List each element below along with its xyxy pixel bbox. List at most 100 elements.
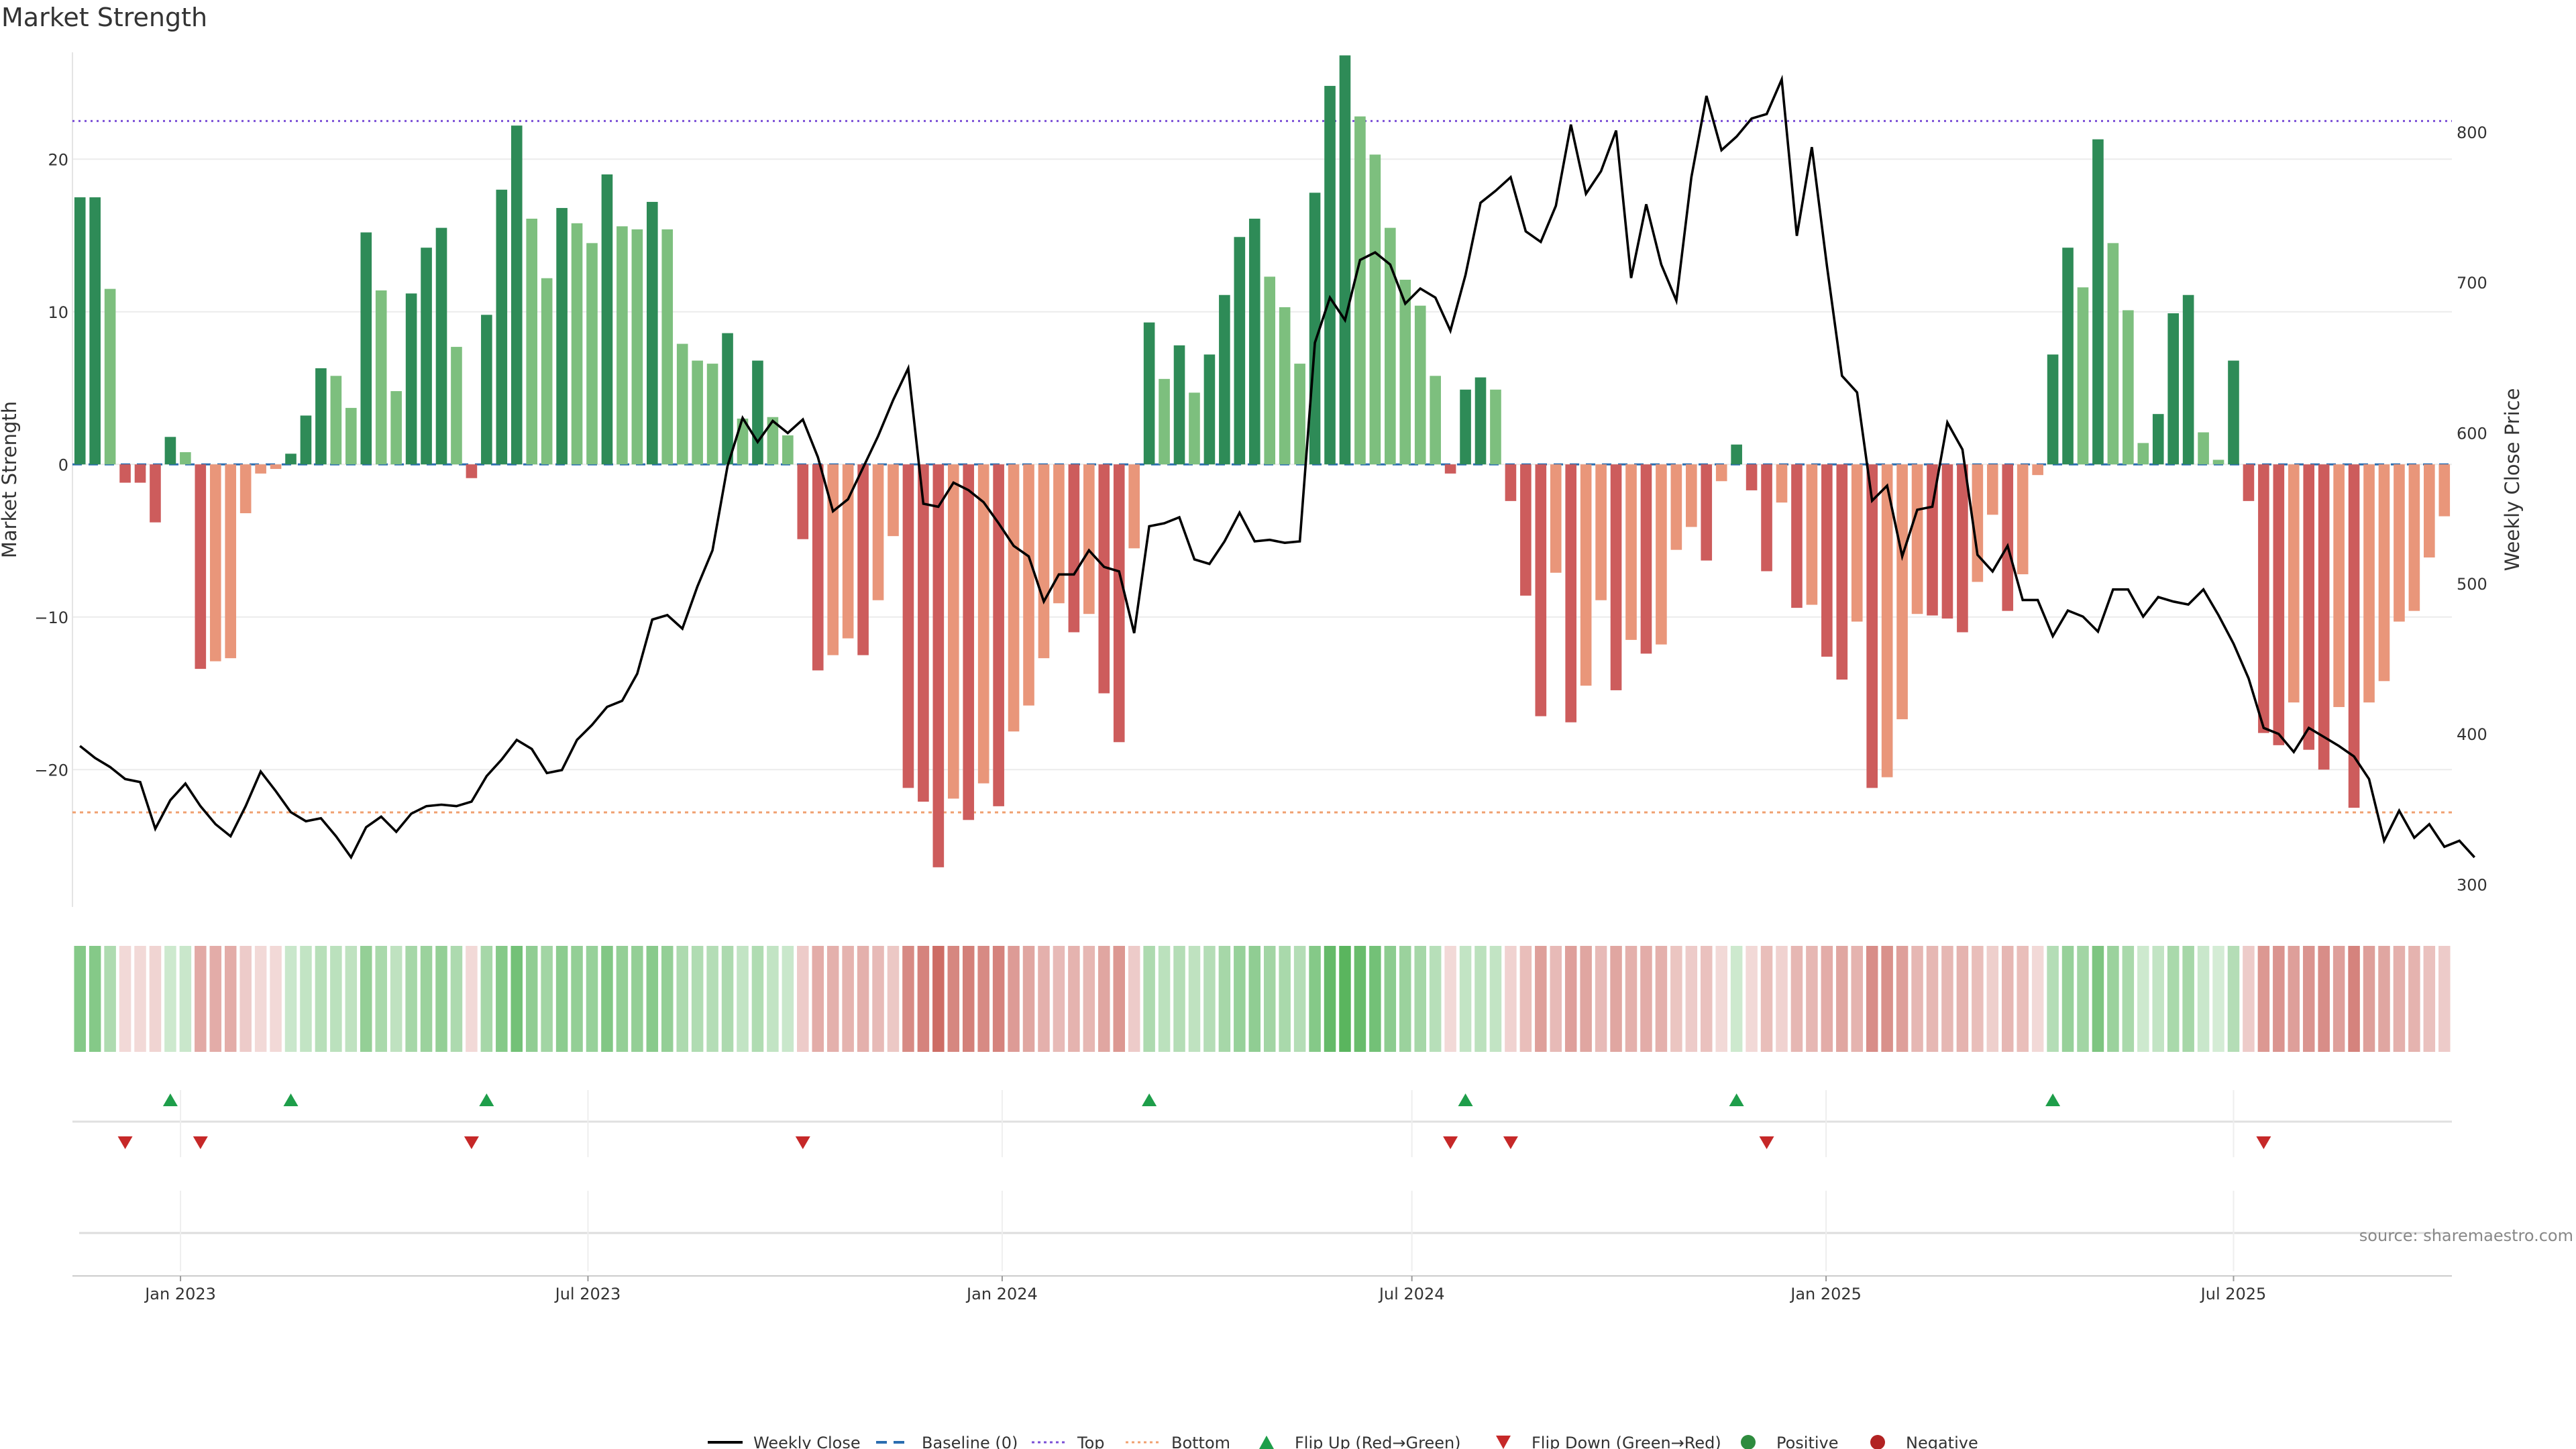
band-cell <box>2423 946 2436 1052</box>
band-cell <box>1972 946 1984 1052</box>
strength-bar <box>2424 464 2435 558</box>
band-cell <box>631 946 643 1052</box>
band-cell <box>1309 946 1321 1052</box>
strength-bar <box>1565 464 1577 722</box>
strength-bar <box>692 360 703 465</box>
weekly-close-line <box>79 74 2476 860</box>
strength-bar <box>481 315 492 465</box>
strength-bar <box>1113 464 1125 743</box>
strength-bar <box>1761 464 1772 572</box>
band-cell <box>1263 946 1276 1052</box>
strength-bar <box>300 415 312 465</box>
strength-bar <box>616 226 628 465</box>
strength-bar <box>1038 464 1050 659</box>
strength-bar <box>1430 376 1441 465</box>
band-cell <box>1113 946 1125 1052</box>
strength-bar <box>451 347 462 465</box>
strength-bar <box>2032 464 2043 476</box>
strength-bar <box>676 343 688 465</box>
strength-bar <box>150 464 161 523</box>
strength-bar <box>1881 464 1893 777</box>
band-cell <box>2332 946 2345 1052</box>
band-cell <box>511 946 523 1052</box>
strength-bar <box>1339 55 1351 465</box>
strength-bar <box>722 333 733 465</box>
band-cell <box>2197 946 2210 1052</box>
strength-bar <box>541 278 553 465</box>
strength-bar <box>119 464 131 483</box>
band-cell <box>1941 946 1953 1052</box>
strength-bar <box>661 229 674 465</box>
legend-label: Positive <box>1776 1434 1839 1449</box>
strength-bar <box>1173 345 1185 465</box>
legend-item: Positive <box>1741 1434 1839 1449</box>
strength-bar <box>2062 248 2074 465</box>
strength-bar <box>1023 464 1034 706</box>
strength-bar <box>571 223 583 465</box>
strength-bar <box>466 464 478 478</box>
legend-swatch-triangle-up <box>1259 1436 1274 1449</box>
right-tick-label: 700 <box>2457 274 2487 292</box>
band-cell <box>691 946 704 1052</box>
band-cell <box>1896 946 1909 1052</box>
band-cell <box>435 946 447 1052</box>
strength-bar <box>872 464 884 600</box>
date-tick-label: Jan 2023 <box>144 1285 216 1303</box>
strength-bar <box>1746 464 1758 490</box>
strength-bar <box>1836 464 1848 680</box>
strength-bar <box>1234 237 1246 465</box>
band-cell <box>2047 946 2059 1052</box>
band-cell <box>2348 946 2360 1052</box>
strength-bar <box>993 464 1004 806</box>
band-cell <box>1279 946 1291 1052</box>
band-cell <box>1550 946 1562 1052</box>
band-cell <box>315 946 327 1052</box>
band-cell <box>1384 946 1397 1052</box>
band-cell <box>541 946 553 1052</box>
band-cell <box>737 946 749 1052</box>
flip-up-marker <box>479 1093 494 1106</box>
strength-bar <box>1385 227 1396 465</box>
strength-bar <box>556 208 568 465</box>
flip-up-marker <box>2045 1093 2061 1106</box>
flip-up-marker <box>1729 1093 1744 1106</box>
band-cell <box>284 946 297 1052</box>
date-tick-label: Jan 2025 <box>1789 1285 1862 1303</box>
flip-up-marker <box>283 1093 299 1106</box>
strength-bar <box>2228 360 2239 465</box>
strength-bar <box>1068 464 1080 633</box>
band-cell <box>2227 946 2240 1052</box>
band-cell <box>1881 946 1893 1052</box>
strength-bar <box>2318 464 2330 770</box>
band-cell <box>1926 946 1939 1052</box>
band-cell <box>1489 946 1502 1052</box>
legend-label: Negative <box>1906 1434 1978 1449</box>
strength-bar <box>2258 464 2269 733</box>
band-cell <box>1354 946 1366 1052</box>
strength-bar <box>2333 464 2345 707</box>
band-cell <box>2302 946 2315 1052</box>
band-cell <box>1234 946 1246 1052</box>
band-cell <box>239 946 252 1052</box>
legend-item: Negative <box>1870 1434 1978 1449</box>
strength-bar <box>947 464 959 799</box>
strength-bar <box>601 174 613 465</box>
band-cell <box>1098 946 1110 1052</box>
band-cell <box>2288 946 2300 1052</box>
strength-bar <box>1806 464 1818 605</box>
legend-label: Flip Down (Green→Red) <box>1532 1434 1721 1449</box>
band-cell <box>1535 946 1547 1052</box>
band-cell <box>1610 946 1622 1052</box>
strength-bar <box>435 227 447 465</box>
strength-bar <box>1354 116 1366 465</box>
flip-down-marker <box>2256 1136 2271 1149</box>
date-tick-label: Jul 2023 <box>554 1285 621 1303</box>
legend-label: Weekly Close <box>753 1434 861 1449</box>
strength-bar <box>857 464 869 655</box>
strength-bar <box>2303 464 2315 750</box>
strength-bar <box>1159 378 1170 465</box>
strength-bar <box>902 464 914 788</box>
strength-bar <box>1414 305 1426 465</box>
band-cell <box>496 946 508 1052</box>
strength-bar <box>1776 464 1788 503</box>
